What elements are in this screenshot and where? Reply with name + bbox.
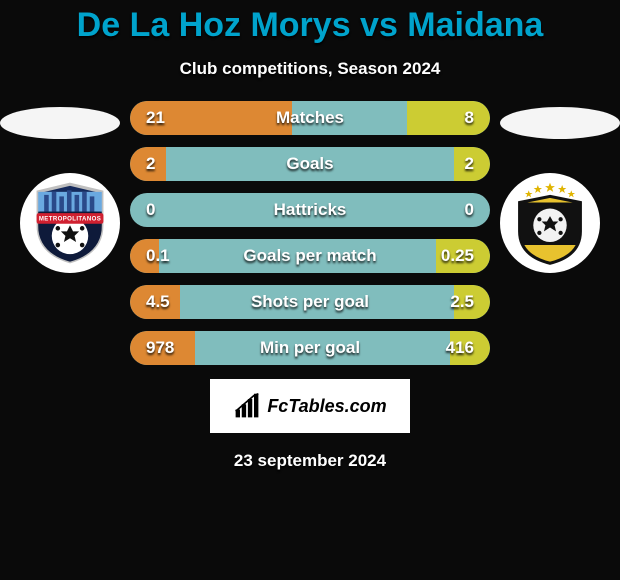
stat-label: Matches — [130, 108, 490, 128]
brand-text: FcTables.com — [267, 396, 386, 417]
club-crest-right — [500, 173, 600, 273]
shield-icon — [512, 181, 588, 265]
chart-bars-icon — [233, 392, 261, 420]
page-title: De La Hoz Morys vs Maidana — [0, 0, 620, 45]
stat-value-right: 0 — [465, 200, 474, 220]
stat-row-min-per-goal: 978 Min per goal 416 — [130, 331, 490, 365]
stat-label: Shots per goal — [130, 292, 490, 312]
player-ellipse-right — [500, 107, 620, 139]
brand-box: FcTables.com — [210, 379, 410, 433]
stat-row-hattricks: 0 Hattricks 0 — [130, 193, 490, 227]
stat-value-right: 0.25 — [441, 246, 474, 266]
stat-row-matches: 21 Matches 8 — [130, 101, 490, 135]
stat-row-goals: 2 Goals 2 — [130, 147, 490, 181]
comparison-stage: METROPOLITANOS — [0, 101, 620, 471]
stat-value-right: 416 — [446, 338, 474, 358]
shield-icon: METROPOLITANOS — [32, 181, 108, 265]
stat-row-goals-per-match: 0.1 Goals per match 0.25 — [130, 239, 490, 273]
stat-bars: 21 Matches 8 2 Goals 2 0 Hattricks 0 — [130, 101, 490, 365]
stat-label: Hattricks — [130, 200, 490, 220]
page-root: De La Hoz Morys vs Maidana Club competit… — [0, 0, 620, 580]
stat-row-shots-per-goal: 4.5 Shots per goal 2.5 — [130, 285, 490, 319]
stat-label: Goals — [130, 154, 490, 174]
stat-value-right: 2 — [465, 154, 474, 174]
club-crest-left: METROPOLITANOS — [20, 173, 120, 273]
player-ellipse-left — [0, 107, 120, 139]
subtitle: Club competitions, Season 2024 — [0, 59, 620, 79]
stat-value-right: 8 — [465, 108, 474, 128]
stat-value-right: 2.5 — [450, 292, 474, 312]
date-text: 23 september 2024 — [0, 451, 620, 471]
svg-text:METROPOLITANOS: METROPOLITANOS — [39, 216, 101, 223]
stat-label: Min per goal — [130, 338, 490, 358]
stat-label: Goals per match — [130, 246, 490, 266]
